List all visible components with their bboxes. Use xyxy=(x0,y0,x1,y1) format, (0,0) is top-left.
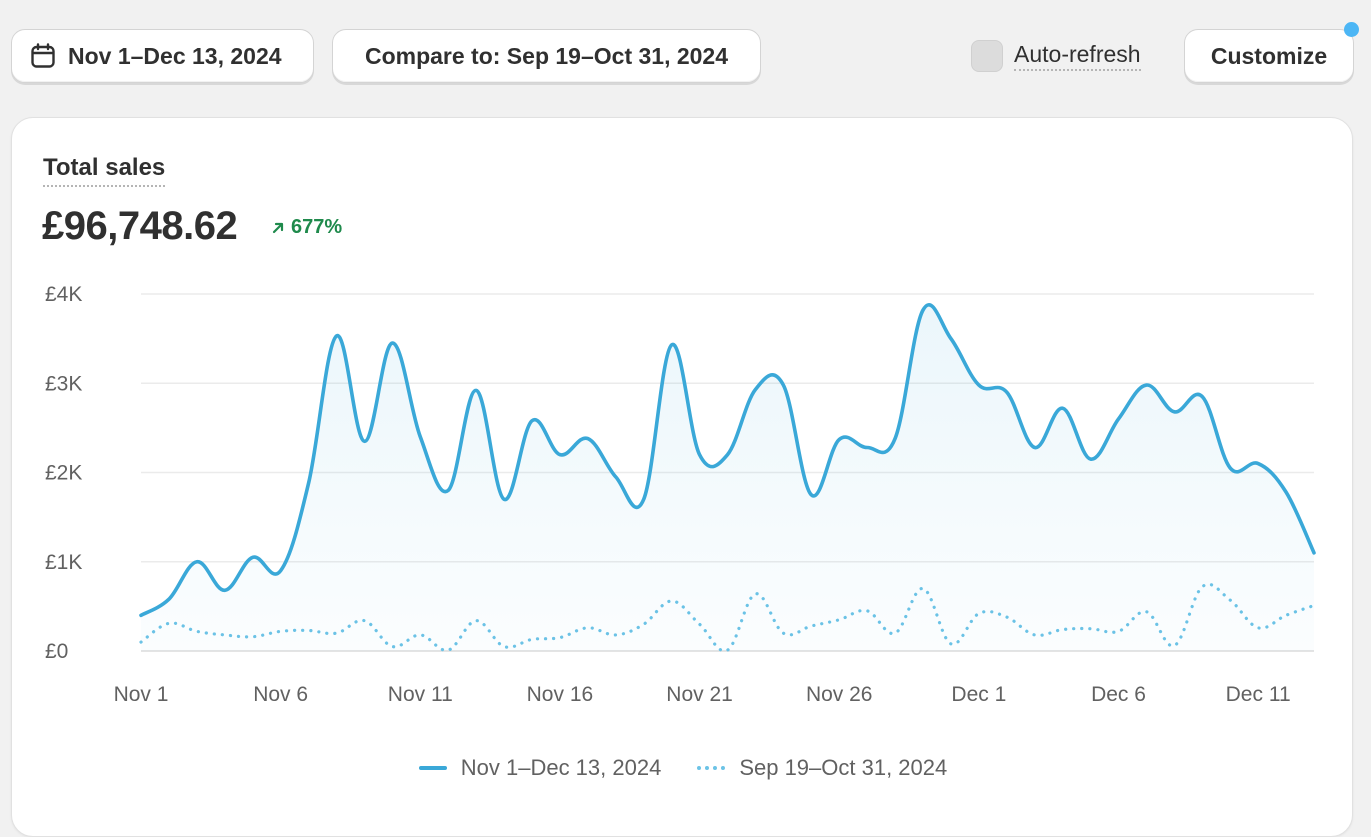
y-tick-label: £2K xyxy=(45,462,82,485)
auto-refresh-toggle[interactable]: Auto-refresh xyxy=(971,39,1141,73)
metric-change-value: 677% xyxy=(291,216,343,238)
y-tick-label: £1K xyxy=(45,551,82,574)
y-tick-label: £0 xyxy=(45,640,68,663)
metric-title[interactable]: Total sales xyxy=(43,154,166,187)
x-tick-label: Nov 11 xyxy=(388,683,453,706)
x-tick-label: Nov 1 xyxy=(114,683,169,706)
customize-button[interactable]: Customize xyxy=(1184,29,1354,83)
legend-swatch-solid xyxy=(418,766,447,770)
x-tick-label: Dec 6 xyxy=(1091,683,1146,706)
x-tick-label: Dec 1 xyxy=(951,683,1006,706)
notification-dot xyxy=(1344,22,1359,37)
sales-line-chart[interactable]: £0 £1K £2K £3K £4K Nov 1 Nov 6 Nov 11 Nov 16 Nov … xyxy=(12,118,1352,748)
x-tick-label: Nov 6 xyxy=(253,683,308,706)
legend-label-comparison: Sep 19–Oct 31, 2024 xyxy=(739,755,948,780)
y-tick-label: £4K xyxy=(45,283,82,306)
date-range-label: Nov 1–Dec 13, 2024 xyxy=(68,42,282,69)
compare-to-button[interactable]: Compare to: Sep 19–Oct 31, 2024 xyxy=(332,29,761,83)
x-tick-label: Dec 11 xyxy=(1226,683,1291,706)
chart-legend: Nov 1–Dec 13, 2024 Sep 19–Oct 31, 2024 xyxy=(12,755,1354,781)
compare-to-label: Compare to: Sep 19–Oct 31, 2024 xyxy=(364,42,729,69)
calendar-icon xyxy=(30,43,56,69)
series-line-current xyxy=(139,303,1316,618)
x-tick-label: Nov 26 xyxy=(806,683,873,706)
toolbar: Nov 1–Dec 13, 2024 Compare to: Sep 19–Oc… xyxy=(0,0,1371,100)
x-tick-label: Nov 16 xyxy=(527,683,594,706)
arrow-up-right-icon xyxy=(272,222,284,233)
legend-item-comparison[interactable]: Sep 19–Oct 31, 2024 xyxy=(697,755,947,781)
legend-label-current: Nov 1–Dec 13, 2024 xyxy=(460,755,662,780)
legend-swatch-dotted xyxy=(697,766,726,770)
customize-label: Customize xyxy=(1210,42,1328,69)
auto-refresh-checkbox[interactable] xyxy=(971,40,1003,72)
x-tick-label: Nov 21 xyxy=(666,683,733,706)
total-sales-card: Total sales £96,748.62 677% £0 £1K £2K £3K £… xyxy=(11,117,1353,837)
y-tick-label: £3K xyxy=(45,372,82,395)
series-area-current xyxy=(141,304,1314,651)
auto-refresh-label: Auto-refresh xyxy=(1014,41,1141,71)
date-range-button[interactable]: Nov 1–Dec 13, 2024 xyxy=(11,29,314,83)
metric-value: £96,748.62 xyxy=(42,204,238,248)
legend-item-current[interactable]: Nov 1–Dec 13, 2024 xyxy=(418,755,662,781)
metric-change: 677% xyxy=(271,216,342,239)
